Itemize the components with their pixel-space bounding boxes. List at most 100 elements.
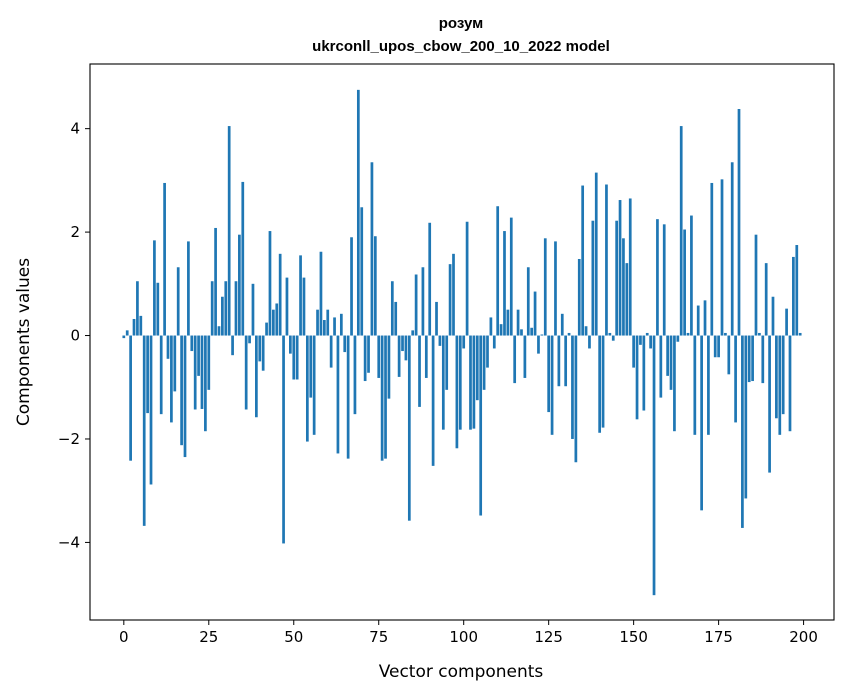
bar bbox=[506, 309, 510, 336]
bar bbox=[550, 335, 554, 435]
bar bbox=[322, 320, 326, 336]
bar bbox=[428, 222, 432, 336]
x-tick-label: 175 bbox=[704, 628, 733, 646]
bar bbox=[265, 322, 268, 336]
bar bbox=[183, 335, 187, 458]
bar bbox=[520, 329, 523, 336]
bar bbox=[238, 234, 241, 336]
bar bbox=[567, 332, 571, 336]
bar bbox=[693, 335, 697, 435]
bar bbox=[305, 335, 309, 442]
bar bbox=[560, 313, 564, 336]
bar bbox=[244, 335, 248, 410]
bar bbox=[645, 332, 649, 336]
bar bbox=[414, 274, 418, 336]
bar bbox=[129, 335, 132, 461]
bar bbox=[173, 335, 177, 392]
bar bbox=[448, 264, 452, 336]
chart-title-line1: розум bbox=[439, 15, 483, 32]
x-tick-label: 50 bbox=[284, 628, 303, 646]
bar bbox=[615, 220, 619, 336]
bar bbox=[713, 335, 717, 358]
bar bbox=[282, 335, 285, 544]
bar bbox=[662, 224, 666, 336]
bar bbox=[482, 335, 486, 390]
bar bbox=[353, 335, 357, 415]
bar bbox=[455, 335, 459, 449]
bar bbox=[431, 335, 435, 466]
bar bbox=[635, 335, 639, 420]
bar bbox=[214, 227, 217, 336]
bar bbox=[411, 330, 415, 336]
bars-group bbox=[122, 89, 802, 596]
bar bbox=[390, 281, 394, 336]
bar bbox=[785, 308, 788, 336]
bar bbox=[272, 309, 275, 336]
bar bbox=[526, 267, 530, 336]
bar bbox=[625, 263, 629, 336]
y-tick-label: 0 bbox=[70, 327, 80, 345]
x-axis-label: Vector components bbox=[379, 662, 544, 682]
bar bbox=[686, 332, 690, 336]
x-tick-label: 125 bbox=[534, 628, 563, 646]
bar bbox=[350, 237, 353, 336]
bar bbox=[608, 332, 612, 336]
bar bbox=[452, 253, 455, 336]
bar bbox=[462, 335, 466, 349]
bar bbox=[156, 282, 160, 336]
bar bbox=[163, 182, 166, 336]
bar bbox=[384, 335, 387, 459]
bar bbox=[380, 335, 384, 461]
bar bbox=[329, 335, 333, 368]
bar bbox=[768, 335, 771, 473]
bar bbox=[136, 281, 139, 336]
bar bbox=[516, 309, 520, 336]
bar bbox=[221, 296, 224, 336]
bar bbox=[724, 332, 727, 336]
bar bbox=[475, 335, 479, 401]
bar bbox=[176, 267, 180, 336]
bar bbox=[499, 324, 503, 336]
bar bbox=[591, 220, 595, 336]
bar bbox=[669, 335, 673, 390]
bar bbox=[574, 335, 578, 463]
bar bbox=[469, 335, 472, 430]
bar bbox=[656, 219, 659, 336]
bar bbox=[754, 234, 758, 336]
chart-title-line2: ukrconll_upos_cbow_200_10_2022 model bbox=[312, 38, 610, 55]
bar bbox=[204, 335, 207, 432]
bar bbox=[302, 277, 306, 336]
plot-frame bbox=[89, 63, 835, 621]
bar bbox=[170, 335, 173, 423]
bar bbox=[241, 181, 245, 336]
bar bbox=[397, 335, 401, 377]
bar bbox=[523, 335, 527, 378]
bar bbox=[139, 315, 143, 336]
bar bbox=[659, 335, 663, 398]
bar bbox=[771, 296, 775, 336]
bar bbox=[367, 335, 370, 373]
bar bbox=[217, 326, 221, 336]
bar bbox=[537, 335, 540, 354]
bar bbox=[132, 318, 136, 336]
bar bbox=[180, 335, 183, 446]
bar bbox=[166, 335, 170, 359]
bar bbox=[598, 335, 602, 433]
bar bbox=[747, 335, 751, 383]
bar bbox=[622, 238, 625, 336]
bar bbox=[557, 335, 561, 387]
bar bbox=[632, 335, 635, 368]
bar bbox=[798, 332, 802, 336]
bar bbox=[258, 335, 262, 362]
bar bbox=[795, 245, 799, 336]
bar bbox=[730, 162, 734, 336]
bar bbox=[479, 335, 483, 516]
bar bbox=[146, 335, 149, 414]
bar bbox=[543, 238, 547, 336]
bar bbox=[775, 335, 778, 419]
bar bbox=[316, 309, 319, 336]
bar bbox=[261, 335, 265, 371]
bar bbox=[717, 335, 720, 358]
bar bbox=[503, 231, 506, 336]
bar bbox=[435, 301, 438, 336]
